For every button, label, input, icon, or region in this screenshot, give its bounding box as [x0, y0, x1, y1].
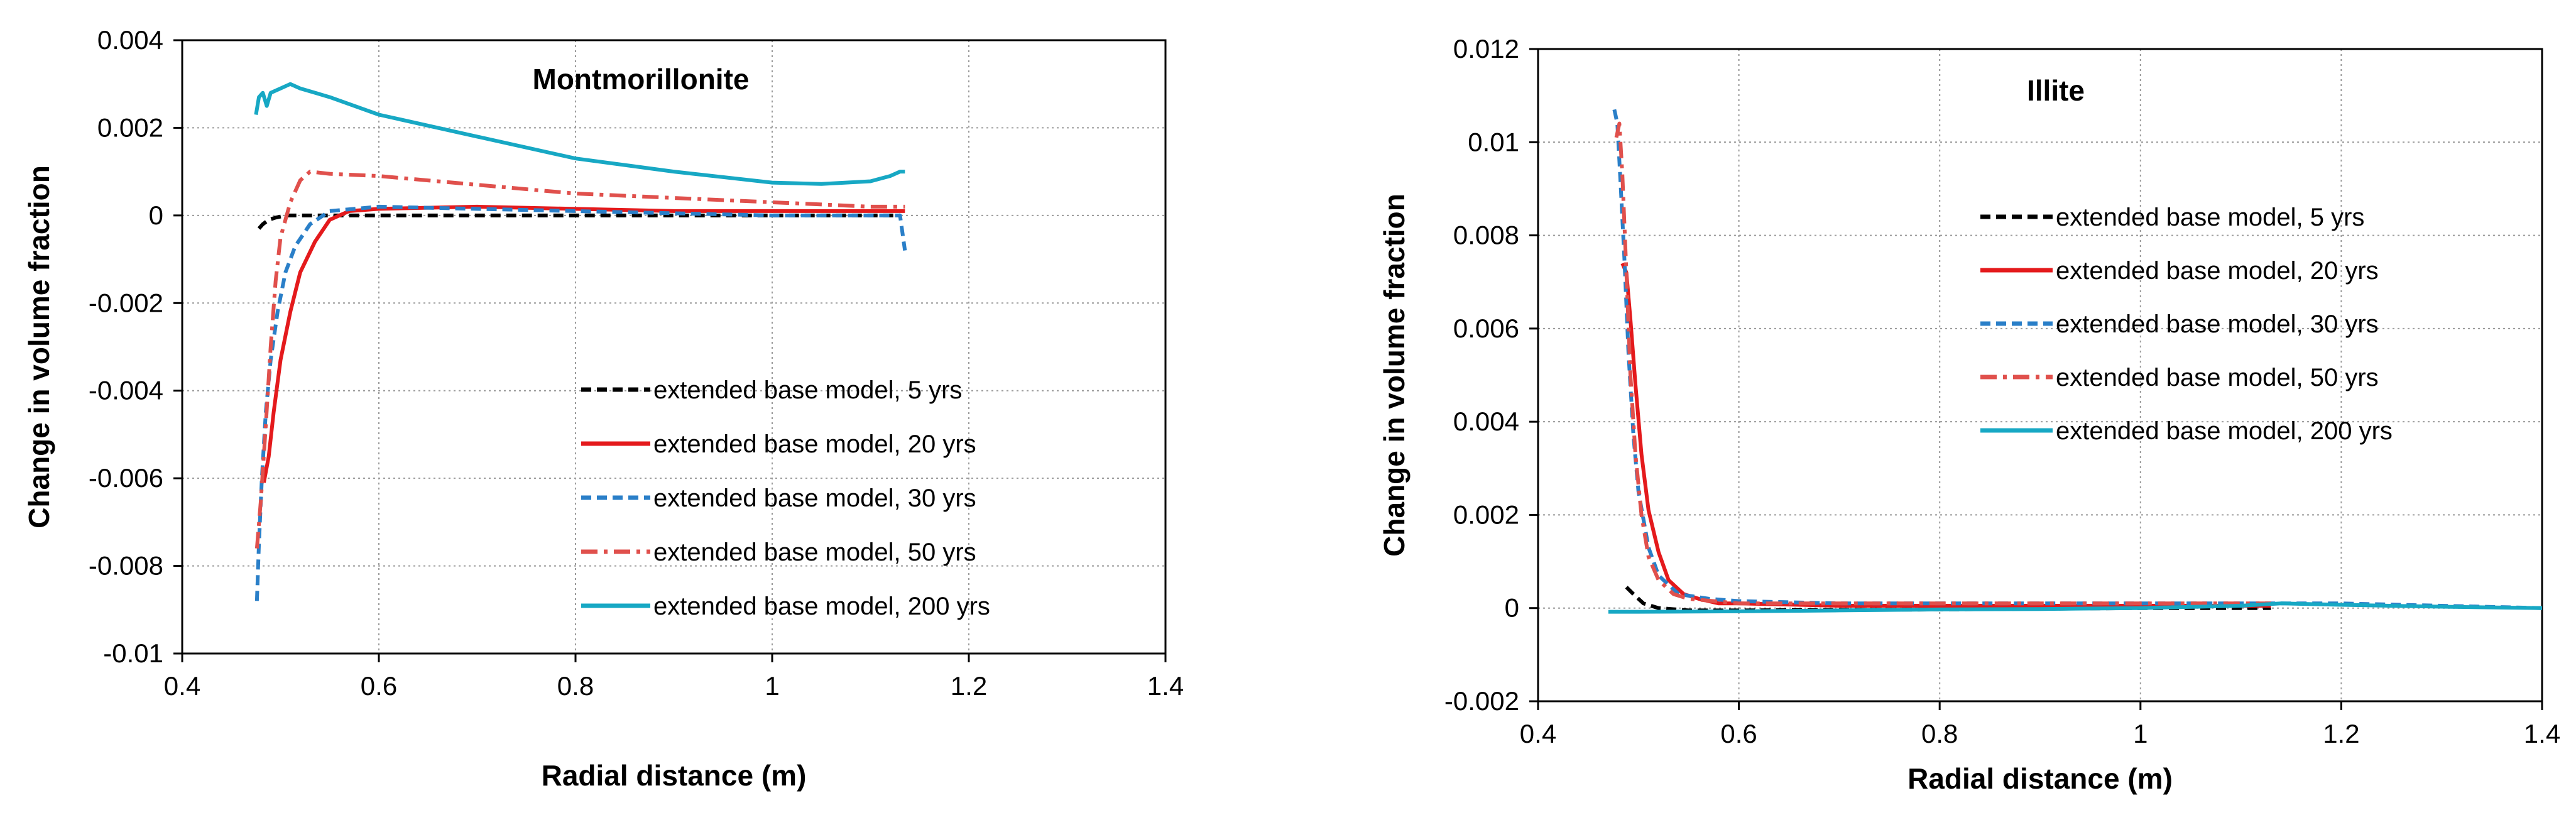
chart-0-x-axis-title: Radial distance (m)	[542, 759, 807, 792]
chart-1-y-tick-label: 0.004	[1453, 407, 1519, 436]
chart-0-series-line-4	[254, 82, 905, 186]
chart-1-y-tick-label: 0.01	[1468, 127, 1519, 156]
chart-1-y-tick-label: 0	[1505, 593, 1519, 623]
chart-0-x-tick-label: 1	[765, 671, 779, 701]
chart-1-series-line-2	[1612, 109, 2543, 610]
chart-0-y-tick-label: -0.01	[103, 638, 163, 668]
chart-1-plot-frame	[1537, 48, 2543, 703]
chart-0-series-line-1	[261, 204, 905, 483]
chart-0-series-line-3	[254, 170, 905, 549]
chart-0-title: Montmorillonite	[533, 63, 750, 96]
chart-1-legend-label-0: extended base model, 5 yrs	[2056, 204, 2364, 231]
chart-0-x-tick-label: 0.6	[361, 671, 397, 701]
chart-0-x-tick-label: 0.8	[557, 671, 594, 701]
chart-0-plot-frame	[181, 39, 1167, 655]
chart-1-y-tick-label: 0.006	[1453, 314, 1519, 343]
chart-1-y-tick-label: 0.012	[1453, 34, 1519, 63]
chart-1-y-axis-title: Change in volume fraction	[1378, 194, 1411, 557]
chart-0-y-tick-label: 0.002	[97, 112, 163, 142]
chart-1-legend-label-3: extended base model, 50 yrs	[2056, 364, 2379, 391]
chart-0-y-tick-label: -0.004	[89, 376, 163, 405]
chart-0-x-tick-label: 1.2	[951, 671, 987, 701]
chart-1-series-line-1	[1620, 262, 2271, 608]
chart-0-series-line-2	[254, 204, 907, 601]
chart-1-title: Illite	[2027, 74, 2085, 107]
chart-0-legend-label-4: extended base model, 200 yrs	[653, 593, 990, 620]
chart-1-y-tick-label: 0.002	[1453, 500, 1519, 529]
chart-1-legend-label-2: extended base model, 30 yrs	[2056, 310, 2379, 338]
chart-0-legend-label-1: extended base model, 20 yrs	[653, 430, 976, 458]
chart-1-legend-label-4: extended base model, 200 yrs	[2056, 417, 2393, 445]
chart-1-x-axis-title: Radial distance (m)	[1907, 762, 2173, 795]
chart-0-legend-label-0: extended base model, 5 yrs	[653, 376, 962, 404]
chart-0-x-tick-label: 0.4	[164, 671, 200, 701]
montmorillonite-chart: 0.4 0.6 0.8 1 1.2 1.4 -0.01 -0.008 -0.006 -0.004 -…	[23, 25, 1184, 792]
chart-1-legend-label-1: extended base model, 20 yrs	[2056, 257, 2379, 285]
chart-0-y-tick-label: -0.006	[89, 463, 163, 493]
chart-0-y-axis-title: Change in volume fraction	[23, 165, 55, 528]
chart-0-series-line-0	[257, 213, 900, 230]
chart-0-y-tick-label: 0.004	[97, 25, 163, 55]
illite-chart: 0.4 0.6 0.8 1 1.2 1.4 -0.002 0 0.002 0.004 0.006 0.…	[1378, 34, 2560, 795]
chart-1-x-tick-label: 1	[2133, 719, 2148, 748]
chart-1-series-line-4	[1608, 601, 2543, 614]
chart-1-series-line-3	[1614, 121, 2271, 606]
chart-1-x-tick-label: 1.4	[2524, 719, 2560, 748]
chart-0-y-tick-label: -0.008	[89, 551, 163, 581]
chart-1-y-tick-label: 0.008	[1453, 221, 1519, 250]
chart-1-y-tick-label: -0.002	[1444, 686, 1519, 716]
chart-1-x-tick-label: 0.6	[1720, 719, 1757, 748]
chart-0-y-tick-label: 0	[149, 200, 163, 230]
chart-0-y-tick-label: -0.002	[89, 288, 163, 317]
chart-1-x-tick-label: 0.4	[1520, 719, 1556, 748]
chart-0-legend-label-3: extended base model, 50 yrs	[653, 539, 976, 566]
chart-0-x-tick-label: 1.4	[1147, 671, 1184, 701]
chart-1-x-tick-label: 0.8	[1921, 719, 1958, 748]
chart-1-x-tick-label: 1.2	[2323, 719, 2359, 748]
chart-0-legend-label-2: extended base model, 30 yrs	[653, 484, 976, 512]
